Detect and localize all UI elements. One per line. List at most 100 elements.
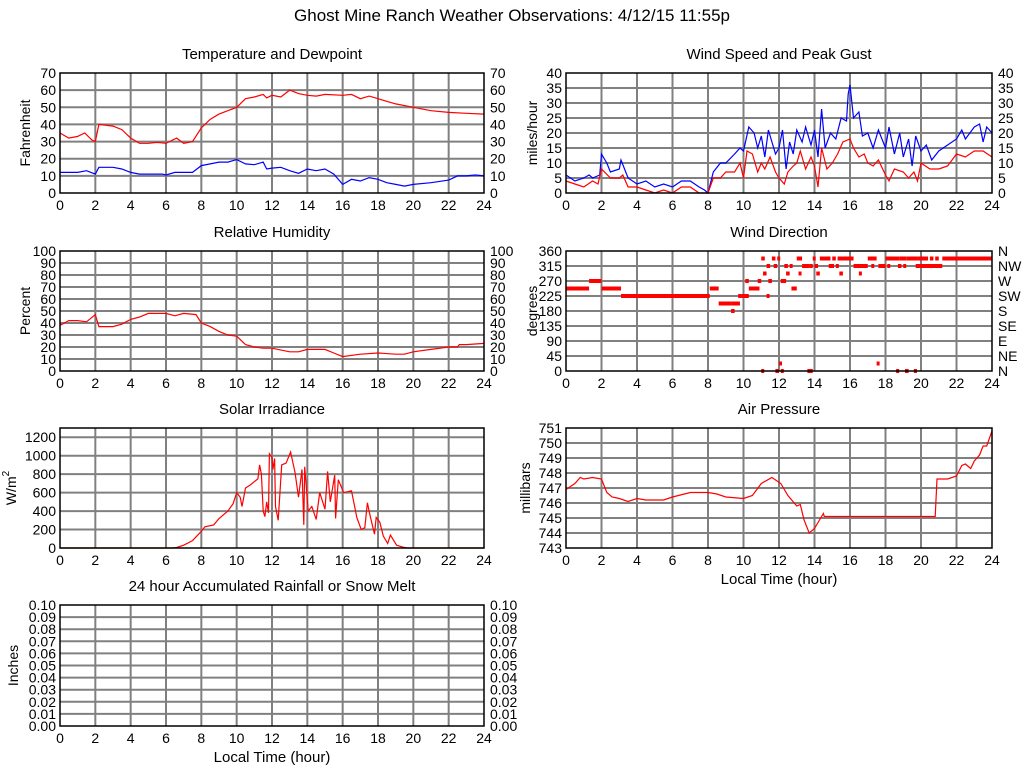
chart-title: Wind Direction — [730, 224, 828, 241]
x-tick-label: 14 — [300, 197, 316, 213]
y-tick-label: 743 — [539, 540, 563, 556]
y-axis-label: degrees — [524, 286, 540, 337]
y-tick-label: 10 — [40, 168, 56, 184]
series-line-dewpoint — [60, 158, 485, 187]
x-tick-label: 22 — [949, 375, 965, 391]
x-tick-label: 4 — [633, 552, 641, 568]
right-tick-label: E — [998, 333, 1007, 349]
series-line-relative-humidity — [59, 312, 485, 358]
y-tick-label: 40 — [40, 116, 56, 132]
x-tick-label: 0 — [56, 552, 64, 568]
y-tick-label: 70 — [40, 279, 56, 295]
x-tick-label: 6 — [162, 552, 170, 568]
y-axis-label-text: millibars — [517, 462, 533, 513]
x-tick-label: 16 — [842, 552, 858, 568]
y-axis-label-text: Percent — [17, 287, 33, 335]
y-tick-label: 30 — [40, 327, 56, 343]
chart-title: Wind Speed and Peak Gust — [686, 46, 872, 63]
y-tick-label: 360 — [539, 243, 563, 259]
y-tick-label: 0.01 — [29, 706, 56, 722]
x-tick-label: 16 — [335, 197, 351, 213]
x-tick-label: 12 — [264, 730, 280, 746]
y-tick-label: 50 — [40, 303, 56, 319]
right-tick-label: 100 — [490, 243, 514, 259]
x-tick-label: 20 — [913, 197, 929, 213]
right-tick-label: 0 — [490, 185, 498, 201]
x-tick-label: 12 — [771, 197, 787, 213]
x-tick-label: 4 — [633, 197, 641, 213]
y-tick-label: 0.00 — [29, 718, 56, 734]
plot-frame — [565, 72, 993, 194]
x-tick-label: 6 — [162, 730, 170, 746]
y-tick-label: 25 — [546, 110, 562, 126]
x-tick-label: 10 — [736, 552, 752, 568]
right-tick-label: 0.02 — [490, 694, 517, 710]
y-tick-label: 135 — [539, 318, 563, 334]
y-tick-label: 35 — [546, 80, 562, 96]
x-tick-label: 8 — [704, 552, 712, 568]
x-tick-label: 8 — [197, 197, 205, 213]
y-axis-label-text: W/m — [3, 476, 19, 505]
chart-title: Temperature and Dewpoint — [182, 46, 363, 63]
y-tick-label: 0 — [48, 363, 56, 379]
y-tick-label: 749 — [539, 450, 563, 466]
y-tick-label: 225 — [539, 288, 563, 304]
x-tick-label: 20 — [913, 375, 929, 391]
x-tick-label: 16 — [842, 375, 858, 391]
right-tick-label: 70 — [490, 65, 506, 81]
y-tick-label: 80 — [40, 267, 56, 283]
x-tick-label: 6 — [162, 197, 170, 213]
right-tick-label: 10 — [998, 155, 1014, 171]
x-tick-label: 2 — [598, 375, 606, 391]
right-tick-label: N — [998, 243, 1008, 259]
right-tick-label: 25 — [998, 110, 1014, 126]
right-tick-label: 10 — [490, 351, 506, 367]
x-tick-label: 16 — [335, 375, 351, 391]
y-tick-label: 751 — [539, 420, 563, 436]
right-tick-label: 40 — [490, 116, 506, 132]
x-tick-label: 24 — [476, 552, 492, 568]
x-tick-label: 12 — [264, 375, 280, 391]
y-axis-label-text: Inches — [5, 645, 21, 686]
x-tick-label: 24 — [476, 730, 492, 746]
x-tick-label: 10 — [229, 197, 245, 213]
x-tick-label: 14 — [300, 375, 316, 391]
y-tick-label: 70 — [40, 65, 56, 81]
right-tick-label: SE — [998, 318, 1017, 334]
right-tick-label: 15 — [998, 140, 1014, 156]
x-tick-label: 6 — [162, 375, 170, 391]
right-tick-label: NE — [998, 348, 1017, 364]
x-tick-label: 12 — [264, 197, 280, 213]
y-tick-label: 10 — [546, 155, 562, 171]
x-tick-label: 16 — [842, 197, 858, 213]
y-tick-label: 0.08 — [29, 621, 56, 637]
y-tick-label: 60 — [40, 291, 56, 307]
right-tick-label: 30 — [998, 95, 1014, 111]
y-tick-label: 180 — [539, 303, 563, 319]
chart-panel: 24 hour Accumulated Rainfall or Snow Mel… — [5, 578, 517, 766]
x-tick-label: 8 — [704, 375, 712, 391]
x-tick-label: 2 — [91, 375, 99, 391]
y-tick-label: 200 — [33, 522, 57, 538]
plot-frame — [59, 72, 485, 194]
x-tick-label: 4 — [127, 730, 135, 746]
right-tick-label: 0.09 — [490, 609, 517, 625]
right-tick-label: 0 — [998, 185, 1006, 201]
y-tick-label: 20 — [40, 151, 56, 167]
right-tick-label: W — [998, 273, 1012, 289]
x-tick-label: 6 — [669, 375, 677, 391]
y-tick-label: 400 — [33, 503, 57, 519]
y-tick-label: 50 — [40, 99, 56, 115]
x-tick-label: 18 — [370, 375, 386, 391]
y-tick-label: 0.02 — [29, 694, 56, 710]
y-tick-label: 600 — [33, 485, 57, 501]
right-tick-label: 0 — [490, 363, 498, 379]
y-tick-label: 0.10 — [29, 597, 56, 613]
x-tick-label: 24 — [476, 375, 492, 391]
series-line-solar-irradiance — [60, 449, 484, 549]
right-tick-label: 35 — [998, 80, 1014, 96]
x-tick-label: 8 — [197, 375, 205, 391]
